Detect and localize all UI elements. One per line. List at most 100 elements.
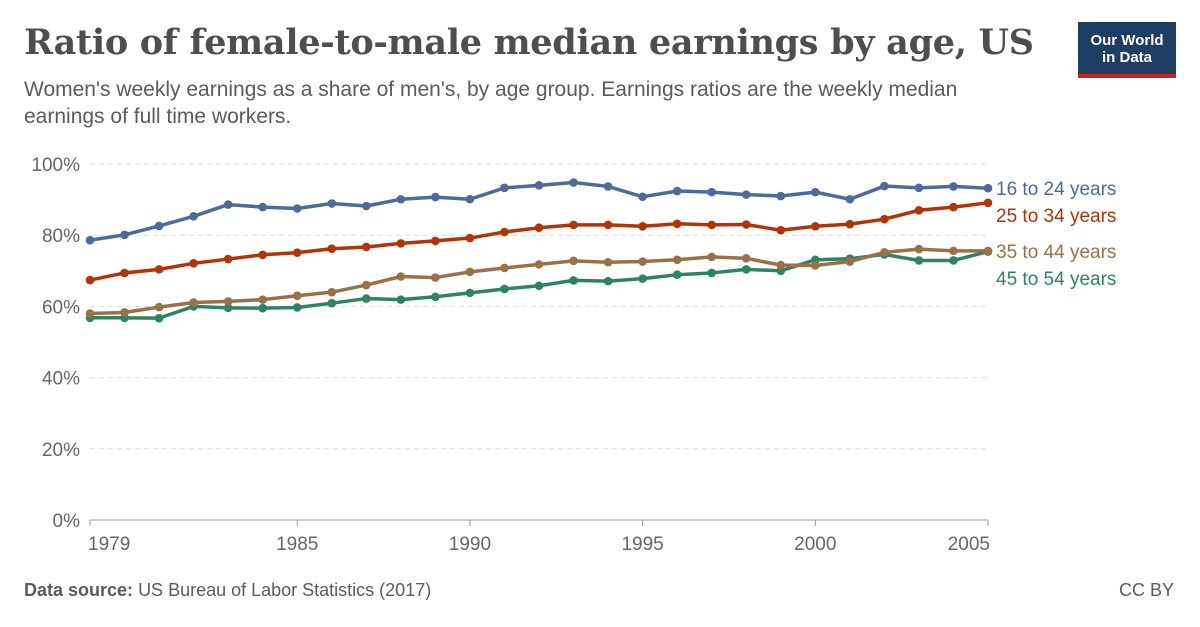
data-point[interactable] xyxy=(672,219,682,229)
data-point[interactable] xyxy=(431,292,440,302)
data-point[interactable] xyxy=(465,267,475,277)
data-point[interactable] xyxy=(223,303,233,313)
data-point[interactable] xyxy=(534,181,544,190)
data-point[interactable] xyxy=(465,288,475,298)
data-point[interactable] xyxy=(258,250,267,260)
data-point[interactable] xyxy=(845,219,855,229)
data-point[interactable] xyxy=(672,270,682,280)
data-point[interactable] xyxy=(983,198,993,208)
data-point[interactable] xyxy=(638,192,647,202)
data-point[interactable] xyxy=(569,220,578,230)
data-point[interactable] xyxy=(327,287,337,297)
data-point[interactable] xyxy=(120,230,129,240)
data-point[interactable] xyxy=(120,268,129,278)
data-point[interactable] xyxy=(707,220,716,230)
data-point[interactable] xyxy=(396,272,406,281)
series-label[interactable]: 35 to 44 years xyxy=(996,242,1116,263)
data-point[interactable] xyxy=(431,192,440,202)
data-point[interactable] xyxy=(292,303,302,312)
data-point[interactable] xyxy=(85,275,95,285)
data-point[interactable] xyxy=(776,191,786,201)
data-point[interactable] xyxy=(362,294,371,303)
series-label[interactable]: 45 to 54 years xyxy=(996,269,1116,290)
data-point[interactable] xyxy=(880,214,889,224)
data-point[interactable] xyxy=(258,303,267,313)
data-point[interactable] xyxy=(85,235,95,245)
data-point[interactable] xyxy=(776,260,786,270)
data-point[interactable] xyxy=(431,236,440,246)
data-point[interactable] xyxy=(603,220,613,230)
data-point[interactable] xyxy=(223,200,233,209)
data-point[interactable] xyxy=(741,254,751,263)
data-point[interactable] xyxy=(603,276,613,286)
data-point[interactable] xyxy=(707,268,716,278)
data-point[interactable] xyxy=(949,256,958,265)
data-point[interactable] xyxy=(880,181,889,191)
data-point[interactable] xyxy=(258,202,267,212)
data-point[interactable] xyxy=(362,242,371,252)
data-point[interactable] xyxy=(465,233,475,243)
data-point[interactable] xyxy=(914,183,924,193)
data-point[interactable] xyxy=(500,183,509,193)
data-point[interactable] xyxy=(811,261,820,270)
data-point[interactable] xyxy=(154,221,164,231)
data-point[interactable] xyxy=(292,291,302,301)
data-point[interactable] xyxy=(154,302,164,312)
data-point[interactable] xyxy=(638,222,647,231)
data-point[interactable] xyxy=(258,295,267,304)
data-point[interactable] xyxy=(603,257,613,267)
data-point[interactable] xyxy=(569,178,578,187)
series-label[interactable]: 16 to 24 years xyxy=(996,179,1116,200)
data-point[interactable] xyxy=(534,223,544,233)
data-point[interactable] xyxy=(189,212,198,221)
data-point[interactable] xyxy=(396,295,406,304)
data-point[interactable] xyxy=(811,222,820,231)
data-point[interactable] xyxy=(914,244,924,254)
data-point[interactable] xyxy=(500,227,509,237)
data-point[interactable] xyxy=(292,204,302,213)
data-point[interactable] xyxy=(431,273,440,282)
data-point[interactable] xyxy=(465,194,475,204)
series-label[interactable]: 25 to 34 years xyxy=(996,206,1116,227)
data-point[interactable] xyxy=(154,313,164,323)
data-point[interactable] xyxy=(949,202,958,212)
data-point[interactable] xyxy=(949,246,958,256)
data-point[interactable] xyxy=(500,284,509,294)
data-point[interactable] xyxy=(327,199,337,208)
data-point[interactable] xyxy=(189,259,198,268)
data-point[interactable] xyxy=(327,244,337,254)
data-point[interactable] xyxy=(154,265,164,274)
data-point[interactable] xyxy=(292,248,302,257)
data-point[interactable] xyxy=(707,187,716,197)
data-point[interactable] xyxy=(741,265,751,274)
data-point[interactable] xyxy=(880,247,889,257)
data-point[interactable] xyxy=(362,280,371,290)
data-point[interactable] xyxy=(811,187,820,197)
data-point[interactable] xyxy=(845,194,855,204)
data-point[interactable] xyxy=(672,186,682,196)
data-point[interactable] xyxy=(983,183,993,193)
data-point[interactable] xyxy=(638,257,647,266)
data-point[interactable] xyxy=(914,205,924,215)
data-point[interactable] xyxy=(223,254,233,264)
data-point[interactable] xyxy=(638,274,647,283)
data-point[interactable] xyxy=(120,308,129,317)
data-point[interactable] xyxy=(914,256,924,265)
data-point[interactable] xyxy=(741,190,751,199)
data-point[interactable] xyxy=(845,257,855,266)
data-point[interactable] xyxy=(741,220,751,229)
data-point[interactable] xyxy=(534,260,544,269)
data-source-text[interactable]: US Bureau of Labor Statistics (2017) xyxy=(138,580,432,600)
data-point[interactable] xyxy=(672,255,682,265)
data-point[interactable] xyxy=(396,239,406,248)
data-point[interactable] xyxy=(223,297,233,306)
license-link[interactable]: CC BY xyxy=(1118,580,1174,600)
data-point[interactable] xyxy=(569,276,578,285)
data-point[interactable] xyxy=(500,263,509,273)
data-point[interactable] xyxy=(327,298,337,308)
data-point[interactable] xyxy=(569,256,578,266)
data-point[interactable] xyxy=(362,201,371,211)
data-point[interactable] xyxy=(396,194,406,204)
data-point[interactable] xyxy=(603,182,613,191)
data-point[interactable] xyxy=(534,281,544,291)
